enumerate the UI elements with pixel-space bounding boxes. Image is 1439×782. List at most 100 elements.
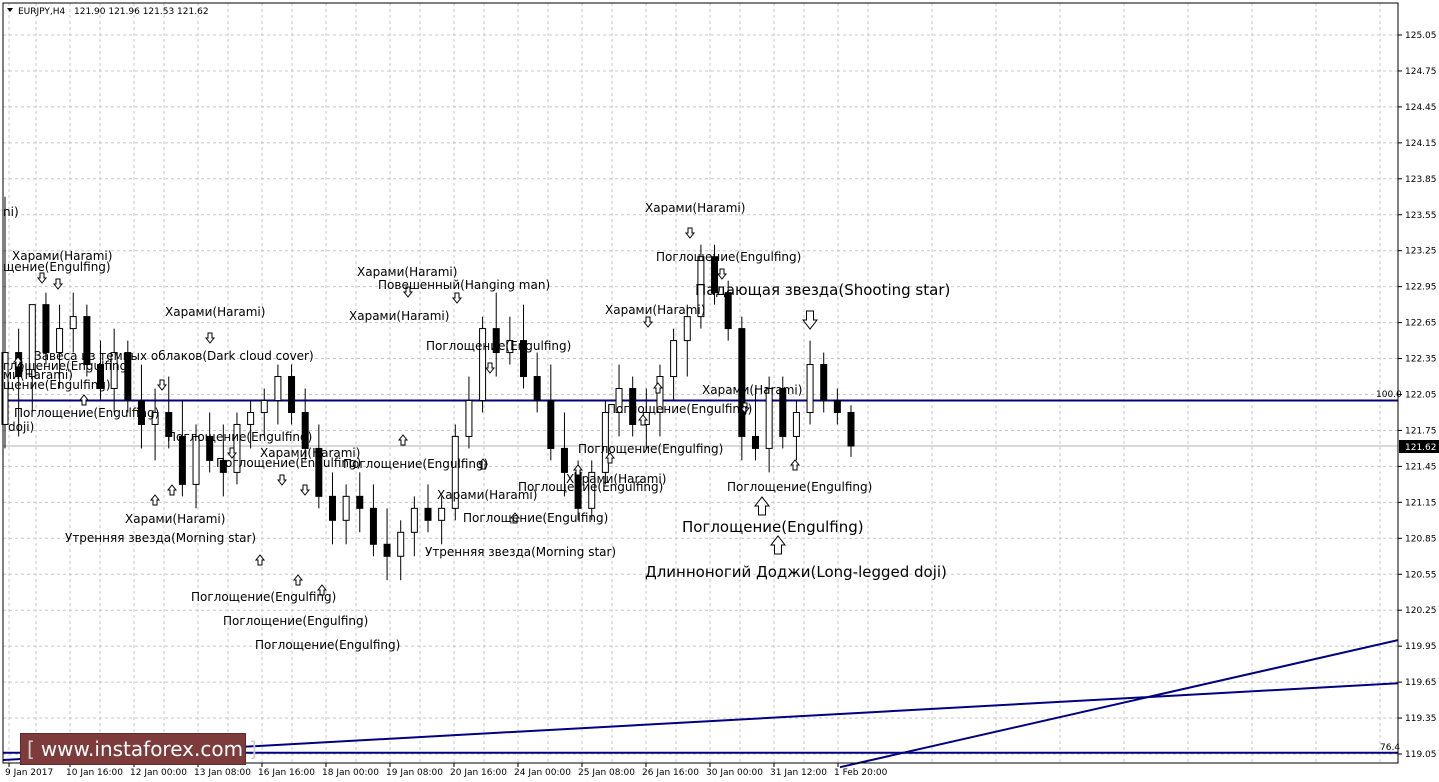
- candle-bullish: [151, 411, 159, 425]
- watermark-close-bracket: ]: [249, 737, 257, 761]
- candle-bullish: [765, 388, 773, 449]
- candle-bullish: [806, 364, 814, 413]
- pattern-label: Харами(Harami): [165, 305, 265, 319]
- watermark-url: www.instaforex.com: [40, 737, 244, 761]
- candle-bearish: [206, 435, 214, 461]
- candle-bullish: [506, 340, 514, 354]
- down-arrow-icon: [451, 292, 463, 304]
- y-tick-label: 121.15: [1405, 498, 1437, 508]
- pattern-label: Поглощение(Engulfing): [518, 480, 663, 494]
- candle-bearish: [97, 364, 105, 390]
- candle-bearish: [356, 495, 364, 509]
- up-arrow-icon: [12, 356, 24, 368]
- pattern-label: Утренняя звезда(Morning star): [65, 531, 256, 545]
- candle-bearish: [547, 399, 555, 449]
- candle-bullish: [260, 399, 268, 413]
- candle-bullish: [697, 256, 705, 318]
- watermark-open-bracket: [: [27, 737, 35, 761]
- y-tick-label: 119.95: [1405, 642, 1437, 652]
- down-arrow-icon: [276, 474, 288, 486]
- x-tick-label: 1 Feb 20:00: [834, 768, 888, 778]
- pattern-arrows: [12, 227, 819, 596]
- down-arrow-icon: [801, 310, 819, 330]
- pattern-label: Харами(Harami): [12, 249, 112, 263]
- candle-bearish: [383, 543, 391, 557]
- fib-level-76-label: 76.4: [1380, 743, 1400, 753]
- y-tick-label: 120.25: [1405, 606, 1437, 616]
- candle-bearish: [533, 376, 541, 401]
- pattern-label: Падающая звезда(Shooting star): [695, 281, 950, 299]
- x-tick-label: 26 Jan 16:00: [642, 768, 699, 778]
- x-tick-label: 10 Jan 16:00: [66, 768, 123, 778]
- down-arrow-icon: [716, 268, 728, 280]
- current-price-label: 121.62: [1405, 443, 1437, 453]
- up-arrow-icon: [753, 496, 771, 516]
- pattern-label: Харами(Harami): [125, 512, 225, 526]
- pattern-label: ni): [3, 205, 19, 219]
- pattern-label: Поглощение(Engulfing): [656, 250, 801, 264]
- pattern-label: Поглощение(Engulfing): [191, 590, 336, 604]
- y-tick-label: 121.75: [1405, 426, 1437, 436]
- candle-bearish: [124, 352, 132, 401]
- y-tick-label: 119.65: [1405, 678, 1437, 688]
- price-axis: 125.05 124.75 124.45 124.15 123.85 123.55 123.…: [1398, 31, 1437, 760]
- candle-bearish: [137, 399, 145, 425]
- up-arrow-icon: [477, 458, 489, 470]
- ohlc-values: 121.90 121.96 121.53 121.62: [74, 7, 209, 17]
- up-arrow-icon: [572, 464, 584, 476]
- candle-bullish: [588, 471, 596, 509]
- candle-bullish: [69, 316, 77, 330]
- pattern-labels: ni)Харами(Harami)щение(Engulfing)Харами(…: [3, 201, 950, 652]
- pattern-label: Поглощение(Engulfing): [223, 614, 368, 628]
- y-tick-label: 123.85: [1405, 175, 1437, 185]
- candle-bullish: [28, 304, 36, 378]
- candle-bearish: [328, 495, 336, 521]
- candle-bearish: [724, 292, 732, 330]
- candle-bullish: [1, 352, 9, 425]
- y-tick-label: 120.85: [1405, 534, 1437, 544]
- candle-bullish: [601, 411, 609, 473]
- x-tick-label: 24 Jan 00:00: [514, 768, 571, 778]
- candle-bearish: [833, 399, 841, 413]
- candle-bearish: [288, 376, 296, 413]
- y-tick-label: 119.05: [1405, 750, 1437, 760]
- plot-frame: [2, 2, 1399, 764]
- trend-line: [839, 639, 1399, 769]
- pattern-label: глощение(Engulfing): [3, 359, 132, 373]
- candle-bearish: [83, 316, 91, 366]
- down-arrow-icon: [156, 379, 168, 391]
- chart-header: EURJPY,H4 121.90 121.96 121.53 121.62: [7, 7, 209, 17]
- candle-bullish: [192, 435, 200, 485]
- candle-bearish: [711, 256, 719, 294]
- y-tick-label: 120.55: [1405, 570, 1437, 580]
- up-arrow-icon: [149, 494, 161, 506]
- pattern-label: Поглощение(Engulfing): [216, 456, 361, 470]
- pattern-label: Харами(Harami): [605, 303, 705, 317]
- x-tick-label: 20 Jan 16:00: [450, 768, 507, 778]
- candle-bullish: [274, 376, 282, 401]
- candle-bearish: [165, 411, 173, 437]
- candle-bullish: [465, 399, 473, 437]
- y-tick-label: 124.45: [1405, 103, 1437, 113]
- y-tick-label: 122.65: [1405, 319, 1437, 329]
- pattern-label: Поглощение(Engulfing): [727, 480, 872, 494]
- pattern-label: Поглощение(Engulfing): [426, 339, 571, 353]
- down-arrow-icon: [226, 447, 238, 459]
- candle-bearish: [492, 328, 500, 354]
- dropdown-triangle-icon[interactable]: [7, 8, 13, 12]
- pattern-label: Поглощение(Engulfing): [463, 511, 608, 525]
- candle-bullish: [342, 495, 350, 521]
- pattern-label: Харами(Harami): [566, 472, 666, 486]
- y-tick-label: 125.05: [1405, 31, 1437, 41]
- x-tick-label: 30 Jan 00:00: [706, 768, 763, 778]
- pattern-label: doji): [8, 420, 34, 434]
- up-arrow-icon: [78, 394, 90, 406]
- x-tick-label: 12 Jan 00:00: [130, 768, 187, 778]
- y-tick-label: 119.35: [1405, 714, 1437, 724]
- down-arrow-icon: [402, 286, 414, 298]
- pattern-label: Длинноногий Доджи(Long-legged doji): [645, 563, 947, 581]
- up-arrow-icon: [254, 554, 266, 566]
- x-tick-label: 31 Jan 12:00: [770, 768, 827, 778]
- pattern-label: Харами(Harami): [349, 309, 449, 323]
- down-arrow-icon: [204, 332, 216, 344]
